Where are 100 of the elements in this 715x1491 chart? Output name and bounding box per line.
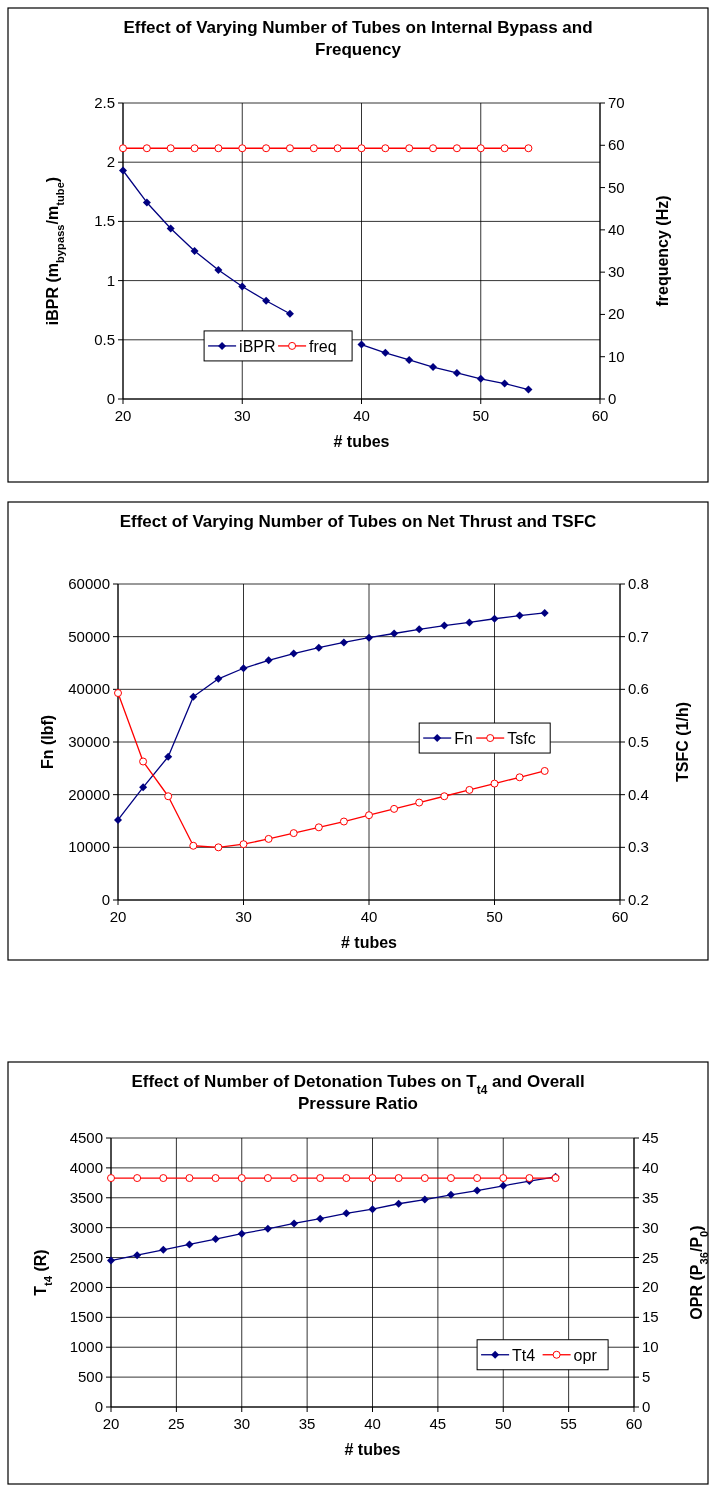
point — [452, 368, 461, 377]
point — [142, 198, 151, 207]
y-tick-label: 1.5 — [94, 212, 115, 230]
point — [405, 355, 414, 364]
y-tick-label: 2000 — [69, 1278, 103, 1296]
x-tick-label: 20 — [114, 407, 132, 424]
x-tick-label: 30 — [235, 908, 252, 925]
point — [119, 166, 127, 175]
y2-tick-label: 10 — [608, 347, 625, 365]
point — [214, 265, 223, 274]
y-tick-label: 3500 — [69, 1188, 103, 1206]
y-tick-label: 500 — [77, 1368, 103, 1386]
y-tick-label: 60000 — [68, 575, 110, 592]
point — [290, 1219, 299, 1228]
point — [339, 817, 348, 826]
y2-tick-label: 0.3 — [628, 838, 649, 856]
point — [476, 374, 485, 383]
x-tick-label: 50 — [486, 908, 503, 925]
legend-label: opr — [573, 1346, 598, 1364]
point — [114, 815, 122, 824]
x-tick-label: 30 — [233, 1415, 251, 1432]
y-tick-label: 4500 — [69, 1129, 103, 1146]
legend-label: Fn — [454, 730, 473, 748]
point — [499, 1181, 508, 1190]
point — [211, 1235, 220, 1244]
y2-tick-label: 20 — [608, 305, 625, 323]
legend-label: iBPR — [239, 337, 276, 355]
x-tick-label: 20 — [102, 1415, 120, 1432]
chart-title: Effect of Number of Detonation Tubes on T$_{t4}$ and Overall Pressure Ratio — [131, 1072, 585, 1113]
point — [342, 1209, 351, 1218]
y2-tick-label: 40 — [608, 220, 625, 238]
point — [415, 625, 424, 634]
y-tick-label: 1 — [106, 271, 115, 289]
x-tick-label: 60 — [611, 908, 629, 925]
point — [239, 664, 248, 673]
y2-tick-label: 0 — [642, 1398, 651, 1415]
y2-tick-label: 0.8 — [628, 575, 649, 592]
x-tick-label: 60 — [591, 407, 609, 424]
y2-tick-label: 40 — [642, 1158, 659, 1176]
y-tick-label: 2.5 — [94, 94, 115, 111]
point — [490, 779, 499, 788]
x-tick-label: 20 — [109, 908, 127, 925]
y-tick-label: 0 — [106, 390, 115, 407]
y2-tick-label: 70 — [608, 94, 625, 111]
point — [365, 633, 373, 642]
y-tick-label: 1500 — [69, 1308, 103, 1326]
point — [185, 1240, 194, 1249]
legend-label: freq — [309, 337, 337, 355]
point — [490, 614, 499, 623]
y-tick-label: 50000 — [68, 627, 110, 645]
point — [164, 752, 173, 761]
point — [289, 649, 298, 658]
y-tick-label: 1000 — [69, 1338, 103, 1356]
y-tick-label: 0.5 — [94, 330, 115, 348]
chart-title: Effect of Varying Number of Tubes on Internal Bypass and Frequency — [123, 18, 593, 59]
y2-tick-label: 30 — [608, 263, 625, 281]
y2-tick-label: 50 — [608, 178, 625, 196]
point — [446, 1190, 455, 1199]
y2-tick-label: 25 — [642, 1248, 659, 1266]
point — [285, 309, 294, 318]
point — [357, 340, 366, 349]
y2-axis-title: frequency (Hz) — [654, 195, 671, 307]
point — [368, 1205, 377, 1214]
y2-tick-label: 15 — [642, 1308, 659, 1326]
point — [381, 348, 390, 357]
point — [190, 247, 199, 255]
x-tick-label: 40 — [360, 908, 378, 925]
point — [314, 643, 323, 652]
point — [139, 757, 148, 766]
point — [189, 692, 198, 701]
point — [515, 611, 524, 620]
y2-tick-label: 0.4 — [628, 785, 649, 803]
point — [540, 766, 549, 775]
x-tick-label: 35 — [298, 1415, 316, 1432]
y2-tick-label: 0.7 — [628, 627, 649, 645]
point — [365, 811, 373, 820]
x-tick-label: 40 — [353, 407, 370, 424]
point — [390, 804, 399, 813]
point — [394, 1199, 403, 1208]
point — [189, 841, 198, 850]
point — [500, 379, 509, 388]
x-tick-label: 55 — [560, 1415, 577, 1432]
point — [264, 656, 273, 665]
point — [415, 798, 424, 807]
y-tick-label: 2 — [106, 153, 115, 171]
point — [314, 823, 323, 832]
y2-axis-title: TSFC (1/h) — [674, 702, 691, 782]
y-tick-label: 0 — [101, 891, 110, 908]
y2-tick-label: 35 — [642, 1188, 659, 1206]
legend-label: Tt4 — [512, 1346, 536, 1364]
y2-tick-label: 45 — [642, 1129, 659, 1146]
y-tick-label: 10000 — [68, 838, 110, 856]
point — [540, 608, 549, 617]
y-tick-label: 4000 — [69, 1158, 103, 1176]
chart-title: Effect of Varying Number of Tubes on Net Thrust and TSFC — [119, 512, 597, 531]
point — [237, 1229, 246, 1238]
x-tick-label: 50 — [472, 407, 490, 424]
point — [473, 1186, 482, 1195]
y-tick-label: 0 — [94, 1398, 103, 1415]
y2-tick-label: 0.6 — [628, 680, 649, 698]
